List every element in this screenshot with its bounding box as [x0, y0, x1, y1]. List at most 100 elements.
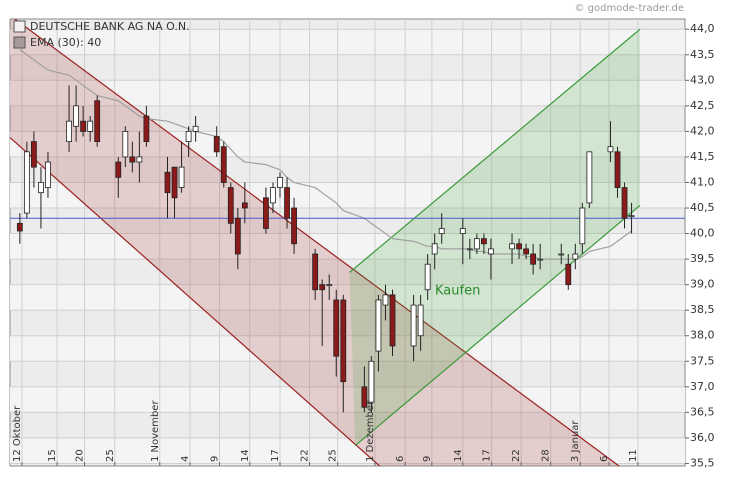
legend-swatch [13, 20, 26, 33]
channel-fill [10, 19, 620, 466]
grid-band [10, 284, 685, 311]
grid-band [10, 437, 685, 464]
x-tick-label: 15 [47, 449, 58, 462]
candle-body [530, 253, 537, 265]
y-tick-label: 41,0 [690, 175, 715, 188]
candle-body [431, 243, 438, 255]
candle-body [185, 130, 192, 143]
candle-body [277, 176, 283, 188]
y-tick-label: 42,5 [690, 99, 715, 112]
candle-body [333, 299, 340, 357]
x-tick-label: 28 [541, 449, 552, 462]
candle-body [38, 182, 44, 194]
candle-body [319, 284, 326, 291]
y-tick-label: 40,0 [690, 227, 715, 240]
candle-body [438, 228, 445, 234]
candle-body [263, 197, 269, 229]
candle-body [586, 151, 593, 204]
legend-label: DEUTSCHE BANK AG NA O.N. [30, 20, 190, 33]
candle-body [326, 284, 333, 287]
grid-band [10, 182, 685, 209]
candle-body [558, 253, 565, 256]
candle-body [220, 146, 227, 183]
y-tick-label: 43,5 [690, 48, 715, 61]
candle-body [87, 120, 94, 132]
grid-band [10, 29, 685, 55]
candle-body [466, 248, 473, 251]
candle-body [234, 217, 241, 255]
candle-body [192, 125, 199, 132]
candle-body [607, 146, 614, 153]
grid-band [10, 80, 685, 106]
channel-line [10, 137, 381, 466]
candle-body [213, 136, 220, 153]
candle-body [340, 299, 347, 383]
candle-body [45, 161, 51, 188]
candle-body [417, 304, 424, 337]
y-tick-label: 36,0 [690, 431, 715, 444]
y-tick-label: 39,5 [690, 252, 715, 265]
candle-body [410, 304, 417, 347]
y-tick-label: 40,5 [690, 201, 715, 214]
candle-body [375, 299, 382, 352]
x-tick-label: 12 Oktober [12, 405, 23, 462]
candle-body [178, 166, 185, 188]
candle-body [459, 228, 466, 234]
x-tick-label: 11 [628, 449, 639, 462]
x-tick-label: 3 Januar [570, 420, 581, 462]
candle-body [164, 171, 171, 194]
y-tick-label: 42,0 [690, 124, 715, 137]
candle-body [31, 141, 37, 168]
candle-body [227, 187, 234, 224]
candle-body [621, 187, 628, 219]
candle-body [565, 263, 572, 286]
candle-body [80, 120, 87, 132]
legend-swatch [13, 36, 26, 49]
legend-label: EMA (30): 40 [30, 36, 101, 49]
candle-body [424, 263, 431, 291]
x-tick-label: 4 [180, 456, 191, 462]
x-tick-label: 17 [270, 449, 281, 462]
candle-body [614, 151, 621, 188]
grid-band [10, 386, 685, 413]
y-tick-label: 37,5 [690, 354, 715, 367]
x-tick-label: 14 [453, 449, 464, 462]
annotation: Kaufen [435, 284, 480, 299]
y-tick-label: 36,5 [690, 405, 715, 418]
x-tick-label: 22 [511, 449, 522, 462]
x-tick-label: 14 [240, 449, 251, 462]
x-tick-label: 9 [422, 456, 433, 462]
candle-body [473, 238, 480, 250]
ema-line [19, 49, 632, 260]
y-tick-label: 37,0 [690, 380, 715, 393]
y-tick-label: 35,5 [690, 456, 715, 469]
channel-line [354, 205, 641, 447]
channel-line [349, 28, 641, 273]
x-tick-label: 1 November [150, 400, 161, 462]
candle-body [537, 258, 544, 261]
candle-body [368, 360, 375, 403]
x-tick-label: 25 [105, 449, 116, 462]
candle-body [143, 115, 150, 143]
candle-body [241, 202, 248, 209]
grid-band [10, 335, 685, 362]
candle-body [73, 105, 79, 127]
candle-body [579, 207, 586, 245]
candle-body [572, 253, 579, 260]
x-tick-label: 25 [328, 449, 339, 462]
x-tick-label: 17 [482, 449, 493, 462]
candle-body [509, 243, 515, 250]
x-tick-label: 9 [210, 456, 221, 462]
channel-fill [349, 29, 640, 446]
candle-body [628, 215, 635, 218]
candle-body [382, 294, 389, 306]
candle-body [389, 294, 396, 347]
y-tick-label: 41,5 [690, 150, 715, 163]
y-tick-label: 38,0 [690, 329, 715, 342]
x-tick-label: 6 [599, 456, 610, 462]
candle-body [488, 248, 494, 255]
candle-body [523, 248, 529, 255]
x-tick-label: 1 Dezember [365, 400, 376, 462]
candle-body [270, 187, 276, 204]
candle-body [94, 100, 101, 143]
